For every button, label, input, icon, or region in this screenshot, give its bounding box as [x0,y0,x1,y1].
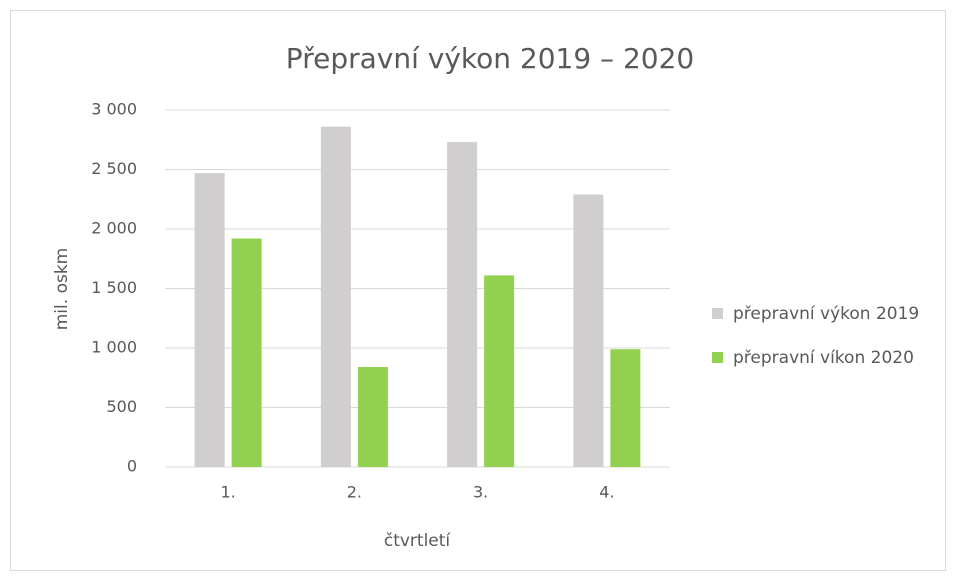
bar [231,238,262,467]
chart-border [10,10,946,571]
x-axis-label: čtvrtletí [384,531,452,551]
bar [573,194,604,468]
bar [447,142,478,467]
y-tick-label: 2 500 [91,159,137,178]
x-tick-label: 4. [599,483,614,502]
bar [357,367,388,467]
legend-swatch [712,308,723,319]
y-axis-label: mil. oskm [52,248,72,330]
y-tick-label: 1 000 [91,338,137,357]
bar [320,126,351,467]
bar [194,173,225,467]
legend-label: přepravní výkon 2019 [733,304,919,324]
x-tick-label: 1. [220,483,235,502]
chart-title: Přepravní výkon 2019 – 2020 [286,42,694,75]
y-tick-label: 1 500 [91,278,137,297]
x-tick-label: 3. [473,483,488,502]
bar [610,349,641,467]
y-tick-label: 2 000 [91,219,137,238]
y-tick-label: 3 000 [91,100,137,119]
legend-swatch [712,352,723,363]
legend-label: přepravní víkon 2020 [733,348,914,368]
x-tick-label: 2. [347,483,362,502]
y-tick-label: 500 [106,397,137,416]
bar [484,275,515,467]
y-tick-label: 0 [127,457,137,476]
